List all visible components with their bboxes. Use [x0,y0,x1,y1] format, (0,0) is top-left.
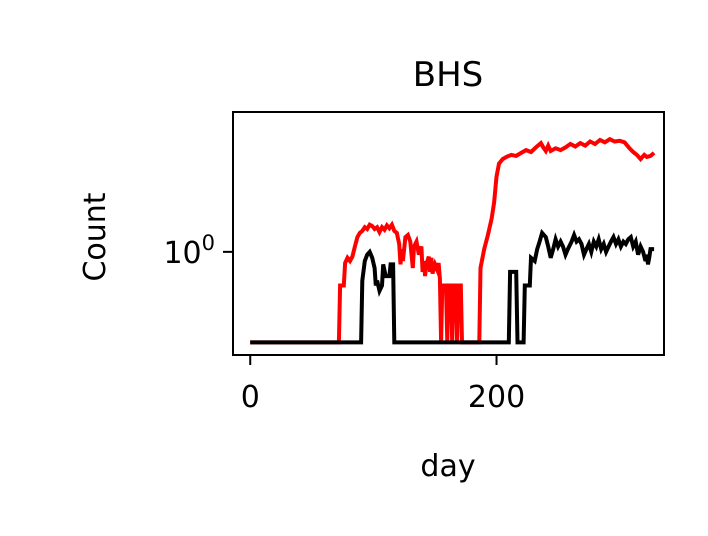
y-ticks: 100 [163,231,233,271]
x-axis-label: day [420,449,475,484]
chart-title: BHS [413,55,483,95]
y-axis-label: Count [78,192,113,281]
y-tick-label-0: 100 [163,231,215,271]
series-line-2 [250,228,655,345]
plot-lines [250,136,656,345]
x-tick-label-0: 0 [241,380,260,415]
plot-frame [232,111,665,356]
x-ticks: 0 200 [241,355,525,415]
x-tick-label-1: 200 [468,380,525,415]
